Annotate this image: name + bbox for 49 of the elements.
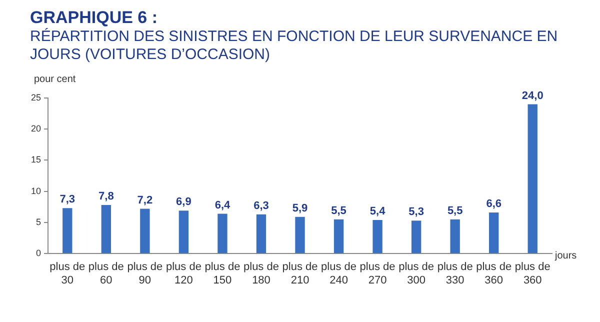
y-tick-label: 20 [30,124,42,134]
bar [295,216,305,254]
bar [411,220,422,254]
bar [528,104,538,254]
bar [62,208,72,254]
x-tick-label: plus de 30 [50,261,86,286]
x-tick-label: plus de 180 [243,261,279,286]
x-tick-label: plus de 120 [166,261,202,286]
x-tick-label: plus de 240 [321,261,357,286]
x-tick-label: plus de 90 [127,261,163,286]
x-tick-label: plus de 300 [398,261,434,286]
data-label: 5,4 [370,206,386,218]
data-label: 6,3 [254,200,269,212]
bar [334,219,344,254]
chart-subtitle: RÉPARTITION DES SINISTRES EN FONCTION DE LEUR SURVENANCE EN JOURS (VOITURES D’OCCASION) [29,28,559,64]
data-label: 5,5 [447,204,463,217]
x-tick-label: plus de 330 [437,261,473,286]
y-tick-label: 15 [30,154,42,165]
x-tick-label: plus de 60 [88,261,124,286]
data-label: 7,3 [60,194,76,206]
y-tick-label: 5 [36,216,42,227]
data-label: 6,6 [486,198,502,210]
x-tick-label: plus de 270 [360,261,396,286]
x-axis-title: jours [554,250,577,262]
y-tick-label: 25 [30,92,42,102]
data-label: 7,8 [98,190,114,203]
x-tick-label: plus de 360 [476,261,512,286]
bar [178,210,189,254]
chart-title: GRAPHIQUE 6 : [29,8,159,28]
data-label: 6,9 [176,196,192,208]
x-tick-label: plus de 360 [514,261,550,286]
data-label: 24,0 [522,90,544,102]
x-tick-label: plus de 210 [282,261,318,286]
bar [372,220,382,254]
data-label: 7,2 [137,194,153,206]
data-label: 6,4 [214,199,231,212]
bar [218,214,228,254]
bar [140,208,150,254]
bar [450,219,460,254]
bar [489,212,499,254]
bar [101,205,112,254]
y-axis-title: pour cent [34,74,76,85]
data-label: 5,3 [408,206,424,218]
bar [256,214,266,254]
x-tick-label: plus de 150 [204,261,240,286]
data-label: 5,5 [331,204,346,217]
y-tick-label: 0 [36,248,42,258]
y-tick-label: 10 [30,186,42,196]
data-label: 5,9 [292,202,308,214]
